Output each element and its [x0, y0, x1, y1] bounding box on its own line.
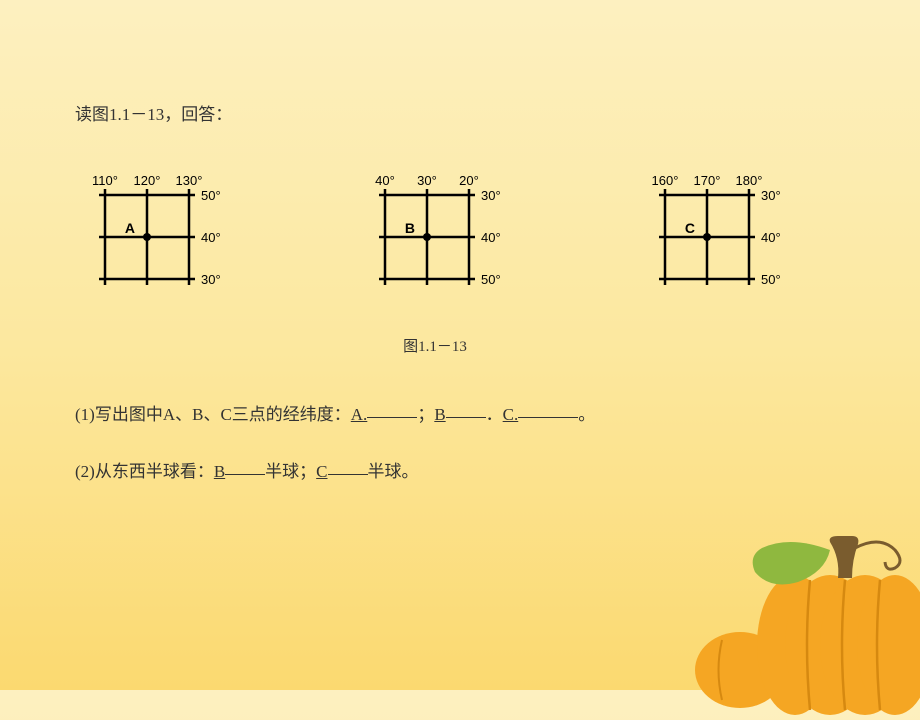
- svg-text:40°: 40°: [375, 175, 395, 188]
- q2-mid1: 半球；: [265, 462, 316, 481]
- svg-text:30°: 30°: [481, 188, 501, 203]
- svg-text:180°: 180°: [736, 175, 763, 188]
- q1-blank-c: [518, 417, 578, 418]
- q1-sep1: ；: [417, 405, 434, 424]
- q1-blank-a: [367, 417, 417, 418]
- q2-mid2: 半球。: [368, 462, 419, 481]
- svg-text:20°: 20°: [459, 175, 479, 188]
- q2-blank-b: [225, 474, 265, 475]
- q1-label-a: A.: [351, 405, 368, 424]
- q1-end: 。: [578, 405, 595, 424]
- diagram-c: 160° 170° 180°30° 40° 50° C: [635, 175, 845, 325]
- pumpkin-decoration: [680, 500, 920, 720]
- q1-label-b: B: [434, 405, 445, 424]
- svg-text:30°: 30°: [761, 188, 781, 203]
- q1-label-c: C.: [503, 405, 519, 424]
- svg-text:40°: 40°: [201, 230, 221, 245]
- diagrams-container: 110°120°130°50°40°30°A 40°30°20°30°40°50…: [75, 175, 845, 325]
- diagram-a: 110° 120° 130°50° 40° 30° A: [75, 175, 285, 325]
- q2-label-b: B: [214, 462, 225, 481]
- svg-text:50°: 50°: [201, 188, 221, 203]
- question-2: (2)从东西半球看：B 半球；C 半球。: [75, 458, 845, 485]
- svg-text:A: A: [125, 220, 135, 236]
- q2-label-c: C: [316, 462, 327, 481]
- svg-text:160°: 160°: [652, 175, 679, 188]
- svg-text:50°: 50°: [481, 272, 501, 287]
- question-1: (1)写出图中A、B、C三点的经纬度：A. ；B ．C. 。: [75, 401, 845, 428]
- svg-text:40°: 40°: [481, 230, 501, 245]
- diagram-b: 40°30°20°30°40°50°B: [355, 175, 565, 325]
- svg-text:30°: 30°: [417, 175, 437, 188]
- content-area: 读图1.1－13，回答： 110°120°130°50°40°30°A 40°3…: [0, 0, 920, 485]
- svg-text:40°: 40°: [761, 230, 781, 245]
- figure-caption: 图1.1－13: [75, 335, 795, 356]
- svg-text:120°: 120°: [134, 175, 161, 188]
- svg-text:50°: 50°: [761, 272, 781, 287]
- instruction-text: 读图1.1－13，回答：: [75, 100, 845, 125]
- svg-text:B: B: [405, 220, 415, 236]
- svg-text:C: C: [685, 220, 695, 236]
- q1-blank-b: [446, 417, 486, 418]
- q1-prefix: (1)写出图中A、B、C三点的经纬度：: [75, 405, 351, 424]
- q1-sep2: ．: [486, 405, 503, 424]
- q2-blank-c: [328, 474, 368, 475]
- svg-text:110°: 110°: [92, 175, 118, 188]
- svg-text:30°: 30°: [201, 272, 221, 287]
- svg-text:170°: 170°: [694, 175, 721, 188]
- svg-text:130°: 130°: [176, 175, 203, 188]
- q2-prefix: (2)从东西半球看：: [75, 462, 214, 481]
